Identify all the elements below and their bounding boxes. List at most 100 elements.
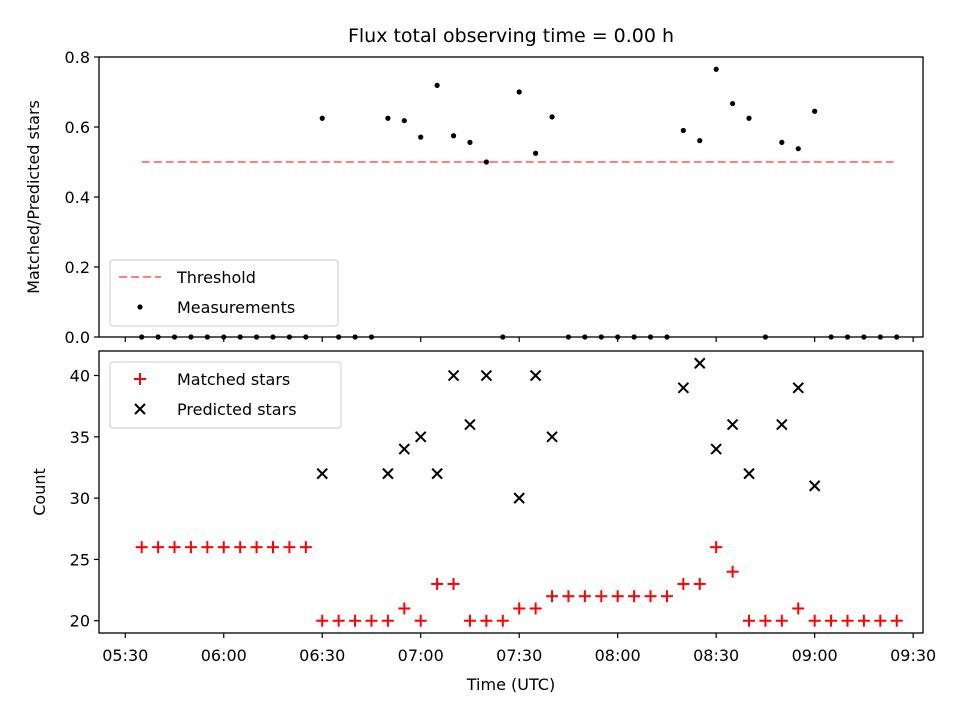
measurement-point <box>861 334 867 340</box>
x-tick-label: 06:30 <box>299 646 345 665</box>
measurement-point <box>171 334 178 340</box>
measurement-point <box>319 115 325 121</box>
measurements-legend-swatch <box>137 304 143 310</box>
matched-star-point <box>628 590 641 603</box>
matched-star-point <box>874 614 887 627</box>
measurement-point <box>483 159 489 165</box>
predicted-star-point <box>694 357 706 369</box>
predicted-star-point <box>316 467 328 480</box>
x-stroke-b <box>464 418 476 431</box>
y-tick-label: 25 <box>70 550 90 569</box>
y-tick-label: 35 <box>70 428 90 447</box>
y-tick-label: 0.8 <box>65 48 90 67</box>
matched-star-point <box>381 614 394 627</box>
measurement-point <box>795 146 801 152</box>
measurement-point <box>746 115 752 121</box>
measurement-point <box>598 334 604 340</box>
predicted-star-point <box>677 382 690 394</box>
matched-star-point <box>217 541 230 554</box>
x-tick-label: 08:30 <box>693 646 739 665</box>
threshold-legend-label: Threshold <box>176 268 256 287</box>
count-y-axis-label: Count <box>30 468 49 516</box>
x-stroke-b <box>447 369 460 382</box>
x-stroke-b <box>726 418 739 431</box>
measurement-point <box>533 150 539 156</box>
matched-star-point <box>513 602 526 615</box>
count-legend-box <box>109 361 342 429</box>
measurement-point <box>188 334 194 340</box>
ratio-legend: Threshold Measurements <box>109 259 339 327</box>
matched-star-point <box>201 541 214 554</box>
measurement-point <box>779 139 785 145</box>
x-stroke-b <box>776 418 788 431</box>
matched-star-point <box>857 614 870 627</box>
ratio-y-ticks: 0.0 0.2 0.4 0.6 0.8 <box>65 48 99 347</box>
x-stroke-b <box>480 369 493 382</box>
x-stroke-b <box>743 467 755 480</box>
measurement-point <box>615 334 621 340</box>
matched-star-point <box>726 565 739 578</box>
predicted-star-point <box>529 369 542 382</box>
matched-legend-label: Matched stars <box>177 370 290 389</box>
x-stroke-b <box>792 382 804 394</box>
matched-star-point <box>463 614 476 627</box>
measurement-point <box>352 334 358 340</box>
matched-star-point <box>135 541 148 554</box>
x-stroke-b <box>382 467 394 480</box>
ratio-legend-box <box>109 259 339 327</box>
predicted-star-point <box>398 443 411 455</box>
x-stroke-b <box>398 443 411 455</box>
measurement-point <box>434 82 440 88</box>
matched-star-point <box>316 614 329 627</box>
predicted-star-point <box>480 369 493 382</box>
measurement-point <box>270 334 276 340</box>
count-x-ticks: 05:30 06:00 06:30 07:00 07:30 08:00 08:30 09:00… <box>102 633 936 665</box>
measurement-point <box>253 334 260 340</box>
predicted-star-point <box>431 467 443 480</box>
predicted-legend-label: Predicted stars <box>177 400 297 419</box>
matched-legend-swatch <box>134 373 146 385</box>
measurement-point <box>155 334 161 340</box>
matched-star-point <box>759 614 772 627</box>
x-tick-label: 09:30 <box>890 646 936 665</box>
x-tick-label: 07:00 <box>398 646 444 665</box>
matched-star-point <box>431 577 444 590</box>
x-stroke-b <box>694 357 706 369</box>
predicted-star-point <box>382 467 394 480</box>
measurements-series <box>139 66 900 340</box>
matched-star-point <box>496 614 509 627</box>
measurement-point <box>664 334 670 340</box>
matched-star-point <box>250 541 263 554</box>
measurement-point <box>336 334 342 340</box>
matched-star-point <box>398 602 411 615</box>
measurement-point <box>467 139 473 145</box>
measurement-point <box>221 334 227 340</box>
measurement-point <box>385 115 391 121</box>
count-panel-frame <box>98 350 924 634</box>
matched-star-point <box>841 614 854 627</box>
measurement-point <box>582 334 588 340</box>
y-tick-label: 0.4 <box>65 188 90 207</box>
x-stroke-b <box>431 467 443 480</box>
matched-star-point <box>266 541 279 554</box>
predicted-star-point <box>415 431 427 443</box>
measurement-point <box>368 334 375 340</box>
measurement-point <box>729 100 736 107</box>
matched-star-point <box>283 541 296 554</box>
matched-star-point <box>578 590 591 603</box>
x-stroke-b <box>710 443 722 455</box>
measurement-point <box>894 334 900 340</box>
matched-star-point <box>365 614 378 627</box>
matched-star-point <box>168 541 181 554</box>
measurement-point <box>303 334 309 340</box>
matched-star-point <box>808 614 821 627</box>
measurement-point <box>516 89 522 95</box>
predicted-star-point <box>726 418 739 431</box>
matched-star-point <box>447 577 460 590</box>
predicted-star-point <box>792 382 804 394</box>
predicted-star-point <box>808 480 821 492</box>
ratio-x-ticks <box>124 337 914 342</box>
x-stroke-b <box>677 382 690 394</box>
predicted-star-point <box>743 467 755 480</box>
